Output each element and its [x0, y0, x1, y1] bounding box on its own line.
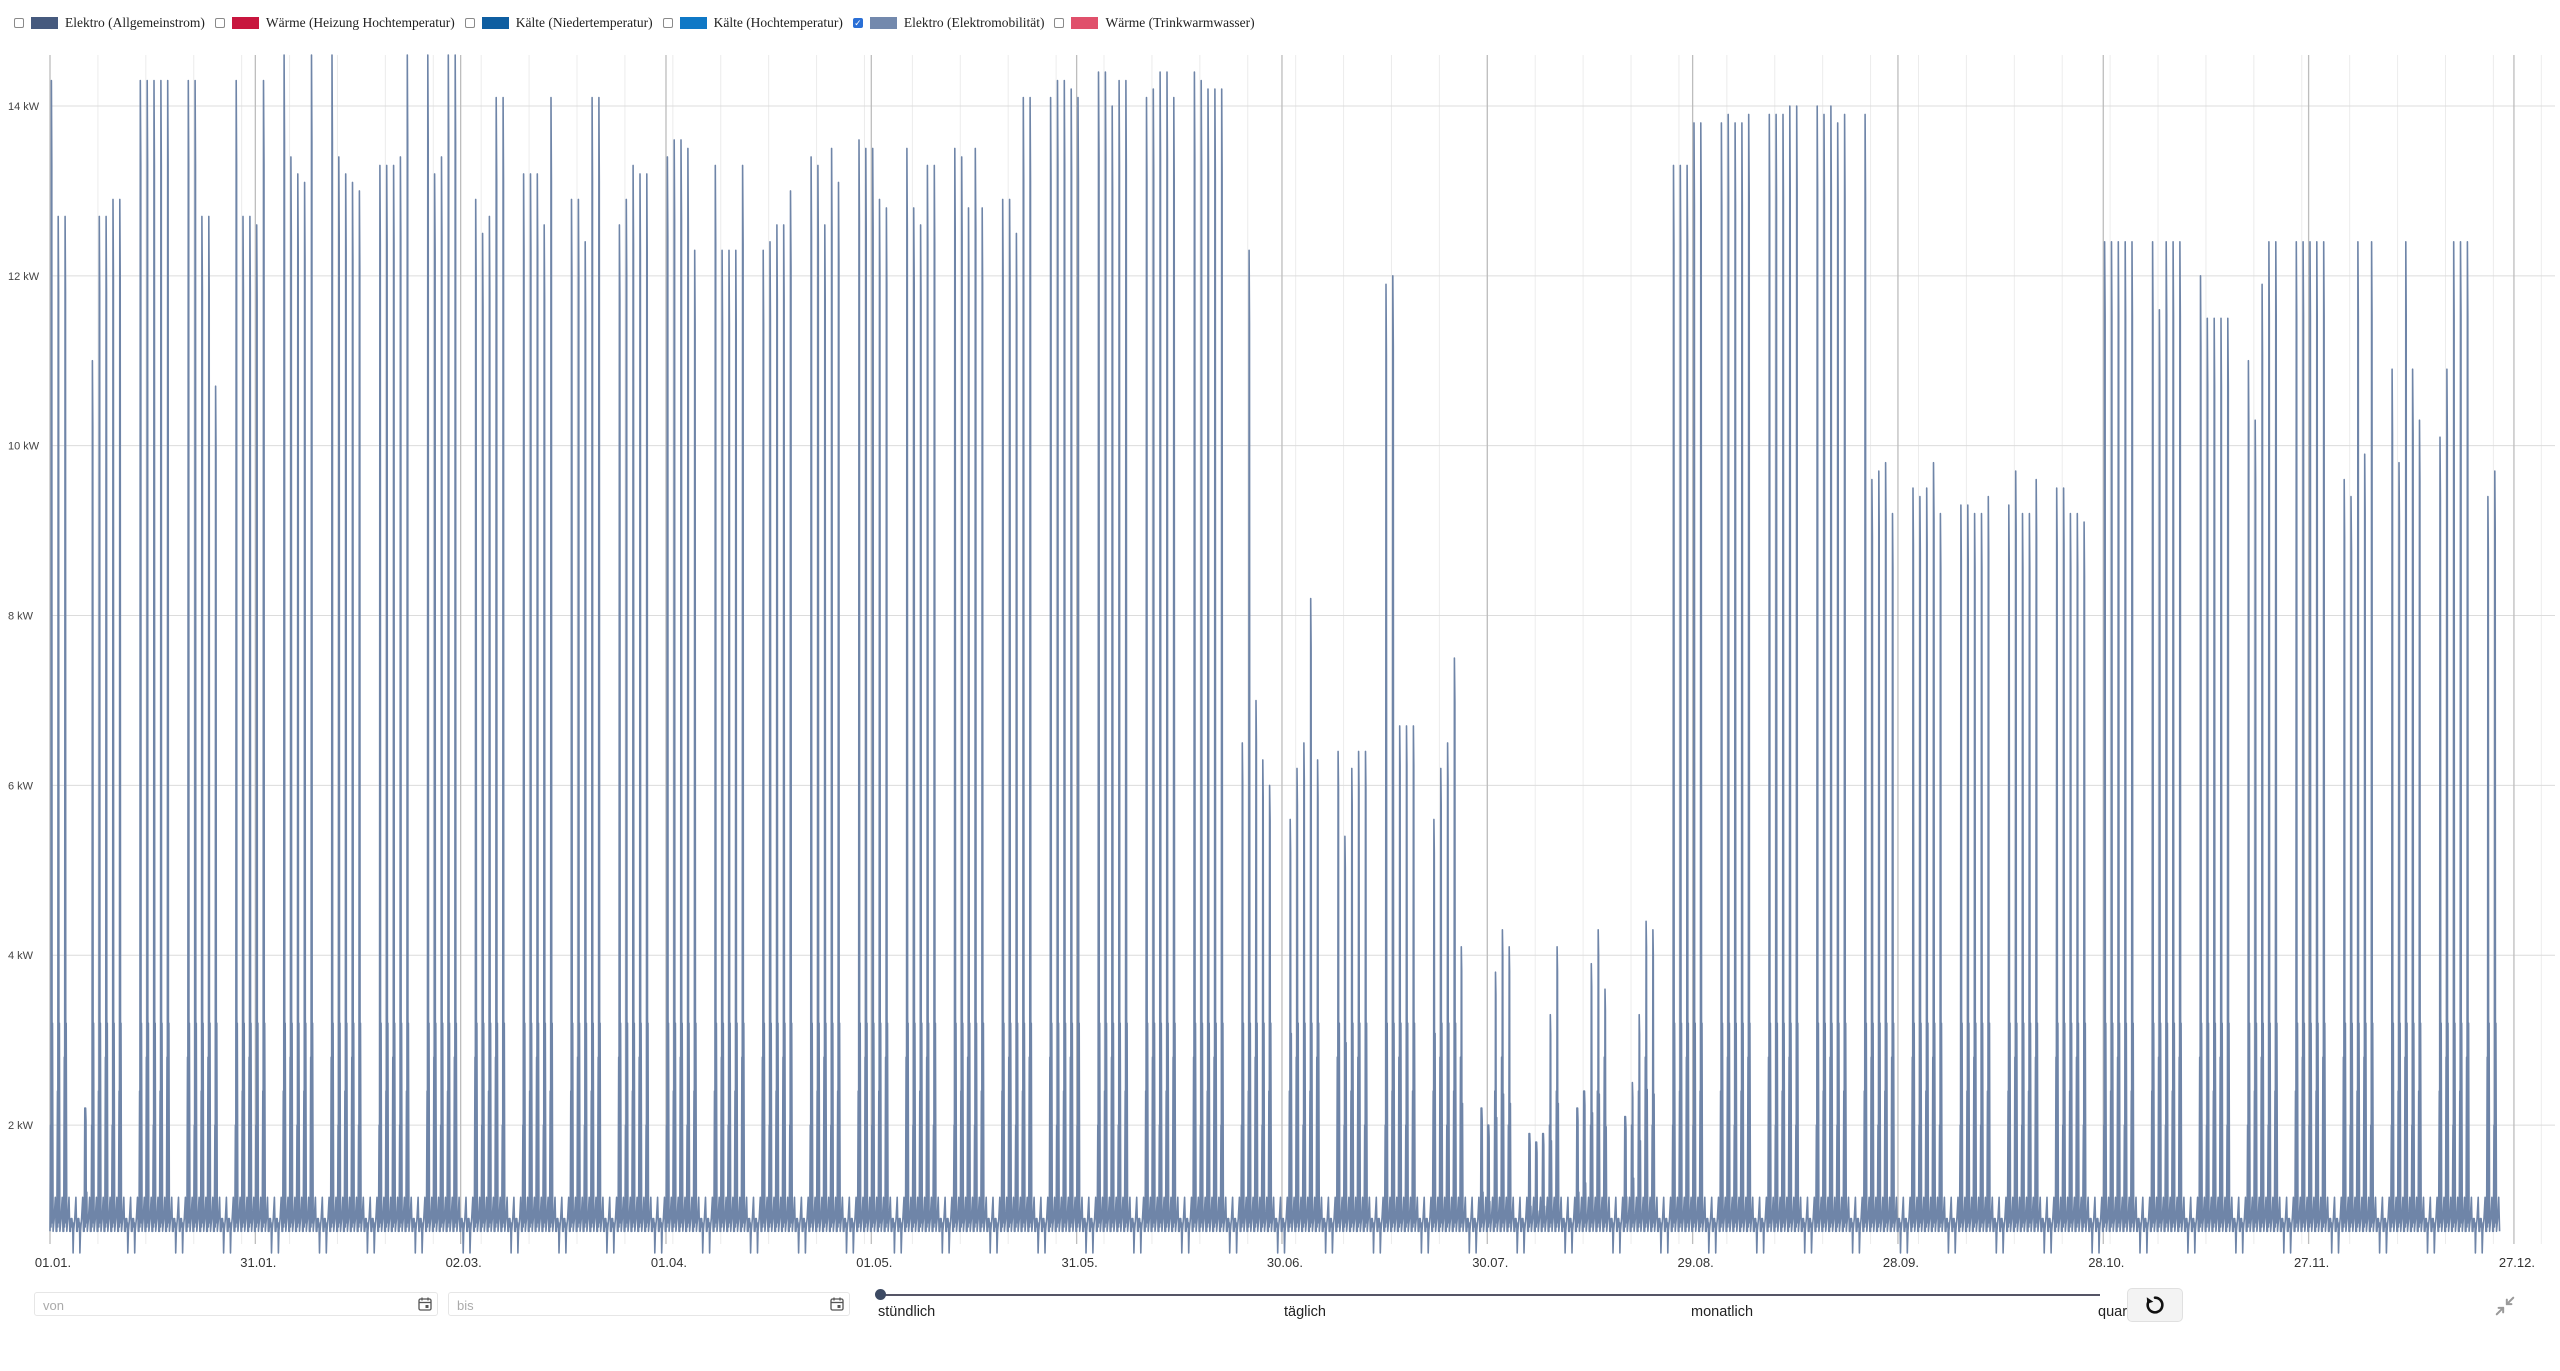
legend-checkbox[interactable] — [662, 18, 673, 28]
legend-label: Wärme (Trinkwarmwasser) — [1105, 15, 1255, 30]
from-date-input[interactable] — [35, 1293, 367, 1317]
calendar-icon[interactable] — [829, 1296, 845, 1312]
y-tick-label: 8 kW — [8, 611, 34, 623]
legend-swatch — [679, 17, 707, 29]
legend-item[interactable]: Wärme (Heizung Hochtemperatur) — [214, 15, 455, 31]
collapse-icon — [2495, 1296, 2515, 1316]
legend: Elektro (Allgemeinstrom) Wärme (Heizung H… — [14, 12, 1265, 34]
legend-label: Wärme (Heizung Hochtemperatur) — [265, 15, 455, 30]
legend-label: Kälte (Niedertemperatur) — [515, 15, 653, 30]
collapse-button[interactable] — [2492, 1293, 2518, 1319]
legend-checkbox[interactable] — [464, 18, 475, 28]
x-tick-label: 01.05. — [856, 1255, 892, 1270]
legend-item[interactable]: Elektro (Allgemeinstrom) — [14, 15, 205, 31]
series-line-elektromobilitaet[interactable] — [49, 54, 2501, 1254]
x-tick-label: 28.10. — [2088, 1255, 2124, 1270]
x-tick-label: 02.03. — [446, 1255, 482, 1270]
legend-swatch — [231, 17, 259, 29]
x-tick-label: 01.01. — [35, 1255, 71, 1270]
legend-label: Elektro (Elektromobilität) — [903, 15, 1045, 30]
calendar-icon[interactable] — [417, 1296, 433, 1312]
reset-icon — [2146, 1296, 2164, 1314]
line-chart[interactable]: 2 kW 4 kW 6 kW 8 kW 10 kW 12 kW 14 kW 01.01. 31.… — [0, 0, 2560, 1290]
resolution-label-quarterly[interactable]: quartalsweise — [2098, 1304, 2128, 1320]
legend-item[interactable]: Kälte (Niedertemperatur) — [464, 15, 653, 31]
legend-item[interactable]: Wärme (Trinkwarmwasser) — [1054, 15, 1255, 31]
y-tick-label: 14 kW — [8, 101, 40, 113]
y-tick-label: 10 kW — [8, 441, 40, 453]
x-tick-label: 31.01. — [240, 1255, 276, 1270]
to-date-input[interactable] — [449, 1293, 779, 1317]
legend-swatch — [31, 17, 58, 29]
legend-checkbox[interactable] — [1054, 18, 1065, 28]
reset-zoom-button[interactable] — [2127, 1288, 2183, 1322]
legend-label: Elektro (Allgemeinstrom) — [65, 15, 205, 30]
legend-checkbox[interactable] — [214, 18, 225, 28]
legend-swatch — [1071, 17, 1099, 29]
x-tick-label: 30.07. — [1472, 1255, 1508, 1270]
legend-swatch — [481, 17, 509, 29]
x-tick-label: 31.05. — [1062, 1255, 1098, 1270]
x-tick-label: 27.11. — [2294, 1255, 2329, 1270]
to-date-field[interactable] — [448, 1292, 850, 1317]
y-tick-label: 12 kW — [8, 271, 40, 283]
legend-checkbox[interactable] — [14, 18, 24, 28]
resolution-label-hourly[interactable]: stündlich — [878, 1304, 936, 1320]
resolution-label-daily[interactable]: täglich — [1284, 1304, 1326, 1320]
x-tick-label: 01.04. — [651, 1255, 687, 1270]
x-tick-label: 30.06. — [1267, 1255, 1303, 1270]
legend-item[interactable]: Kälte (Hochtemperatur) — [662, 15, 843, 31]
legend-label: Kälte (Hochtemperatur) — [713, 15, 843, 30]
from-date-field[interactable] — [34, 1292, 438, 1317]
x-tick-label: 27.12. — [2499, 1255, 2535, 1270]
y-tick-label: 4 kW — [8, 950, 34, 962]
legend-checkbox[interactable]: ✓ — [852, 17, 863, 28]
y-tick-label: 6 kW — [8, 780, 34, 792]
resolution-label-monthly[interactable]: monatlich — [1691, 1304, 1754, 1320]
x-tick-label: 29.08. — [1678, 1255, 1714, 1270]
y-tick-label: 2 kW — [8, 1120, 34, 1132]
resolution-slider[interactable]: stündlich täglich monatlich quartalsweis… — [875, 1289, 2128, 1322]
legend-swatch — [869, 17, 897, 29]
slider-track[interactable] — [880, 1294, 2100, 1296]
slider-handle[interactable] — [875, 1289, 886, 1300]
x-tick-label: 28.09. — [1883, 1255, 1919, 1270]
legend-item[interactable]: ✓ Elektro (Elektromobilität) — [852, 15, 1045, 31]
